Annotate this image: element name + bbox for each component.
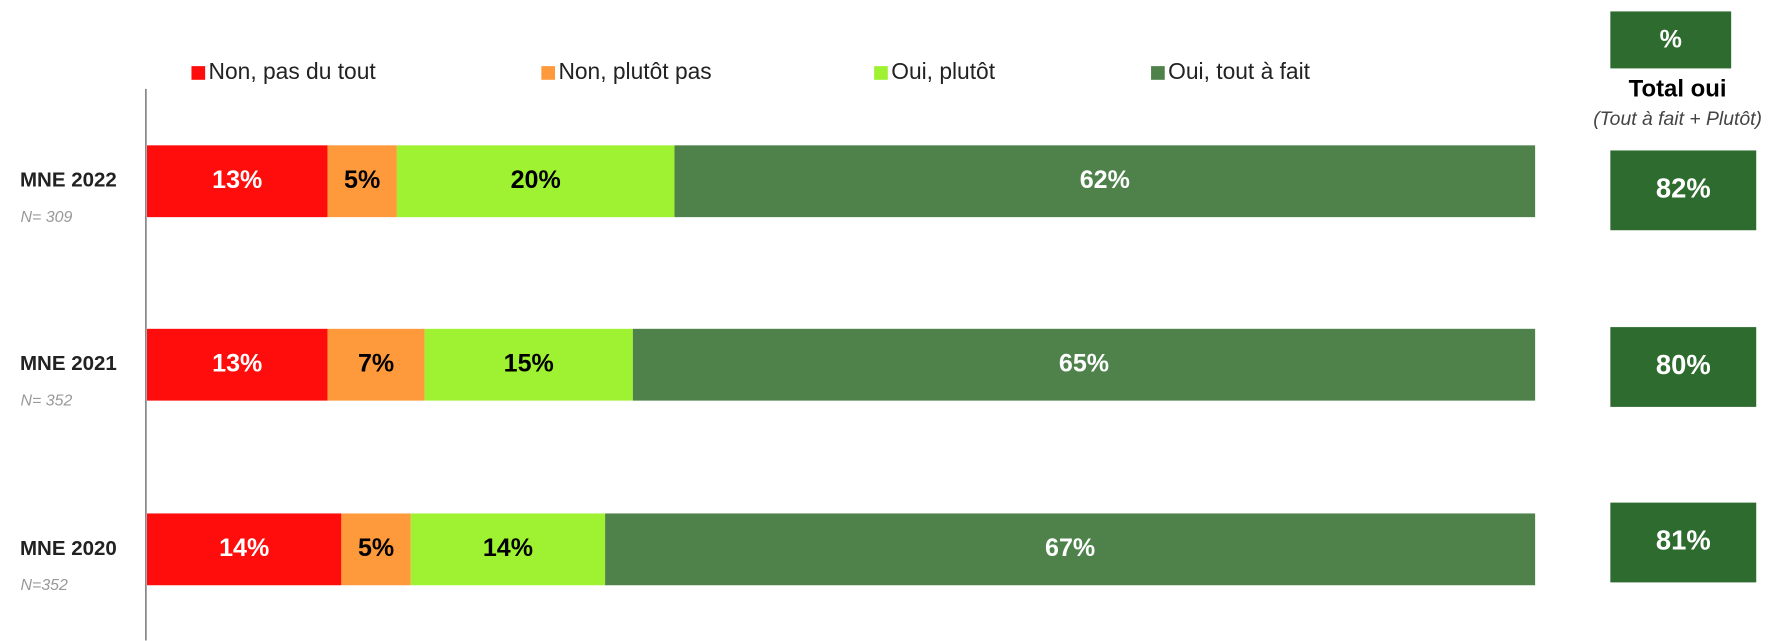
total-box [1610, 502, 1757, 583]
value-label: 14% [219, 534, 269, 562]
total-title: Total oui [1629, 75, 1727, 102]
bar-segment [147, 328, 328, 401]
total-header: % [1660, 26, 1682, 54]
total-box [1610, 327, 1757, 407]
value-label: 7% [358, 349, 394, 377]
bar-segment [147, 145, 328, 218]
legend-swatch [541, 66, 556, 80]
sample-size: N= 309 [21, 209, 73, 226]
value-label: 15% [504, 349, 554, 377]
bar-segment [396, 145, 675, 218]
legend-label: Oui, plutôt [891, 58, 996, 84]
value-label: 5% [358, 534, 394, 562]
value-label: 5% [344, 166, 380, 194]
sample-size: N= 352 [21, 392, 73, 409]
value-label: 13% [212, 349, 262, 377]
legend-swatch [191, 66, 206, 80]
total-label: 80% [1656, 349, 1711, 380]
bar-segment [327, 145, 397, 218]
legend-label: Non, pas du tout [209, 58, 377, 84]
bar-segment [147, 513, 342, 586]
legend-label: Oui, tout à fait [1168, 58, 1310, 84]
bar-segment [632, 328, 1536, 401]
value-label: 14% [483, 534, 533, 562]
sample-size: N=352 [21, 577, 69, 594]
value-label: 13% [212, 166, 262, 194]
value-label: 20% [511, 166, 561, 194]
total-label: 82% [1656, 173, 1711, 204]
bar-segment [327, 328, 425, 401]
bar-segment [674, 145, 1536, 218]
total-subtitle: (Tout à fait + Plutôt) [1593, 108, 1762, 130]
bar-segment [424, 328, 633, 401]
bar-segment [410, 513, 606, 586]
legend-swatch [1151, 66, 1165, 80]
value-label: 65% [1059, 349, 1109, 377]
legend-label: Non, plutôt pas [558, 58, 711, 84]
total-box [1610, 150, 1757, 231]
category-label: MNE 2021 [20, 352, 117, 375]
category-label: MNE 2020 [20, 537, 117, 560]
total-label: 81% [1656, 525, 1711, 556]
total-header-box [1610, 11, 1732, 69]
bar-segment [341, 513, 411, 586]
bar-segment [605, 513, 1536, 586]
legend-swatch [874, 66, 888, 80]
category-label: MNE 2022 [20, 169, 117, 192]
value-label: 67% [1045, 534, 1095, 562]
value-label: 62% [1080, 166, 1130, 194]
